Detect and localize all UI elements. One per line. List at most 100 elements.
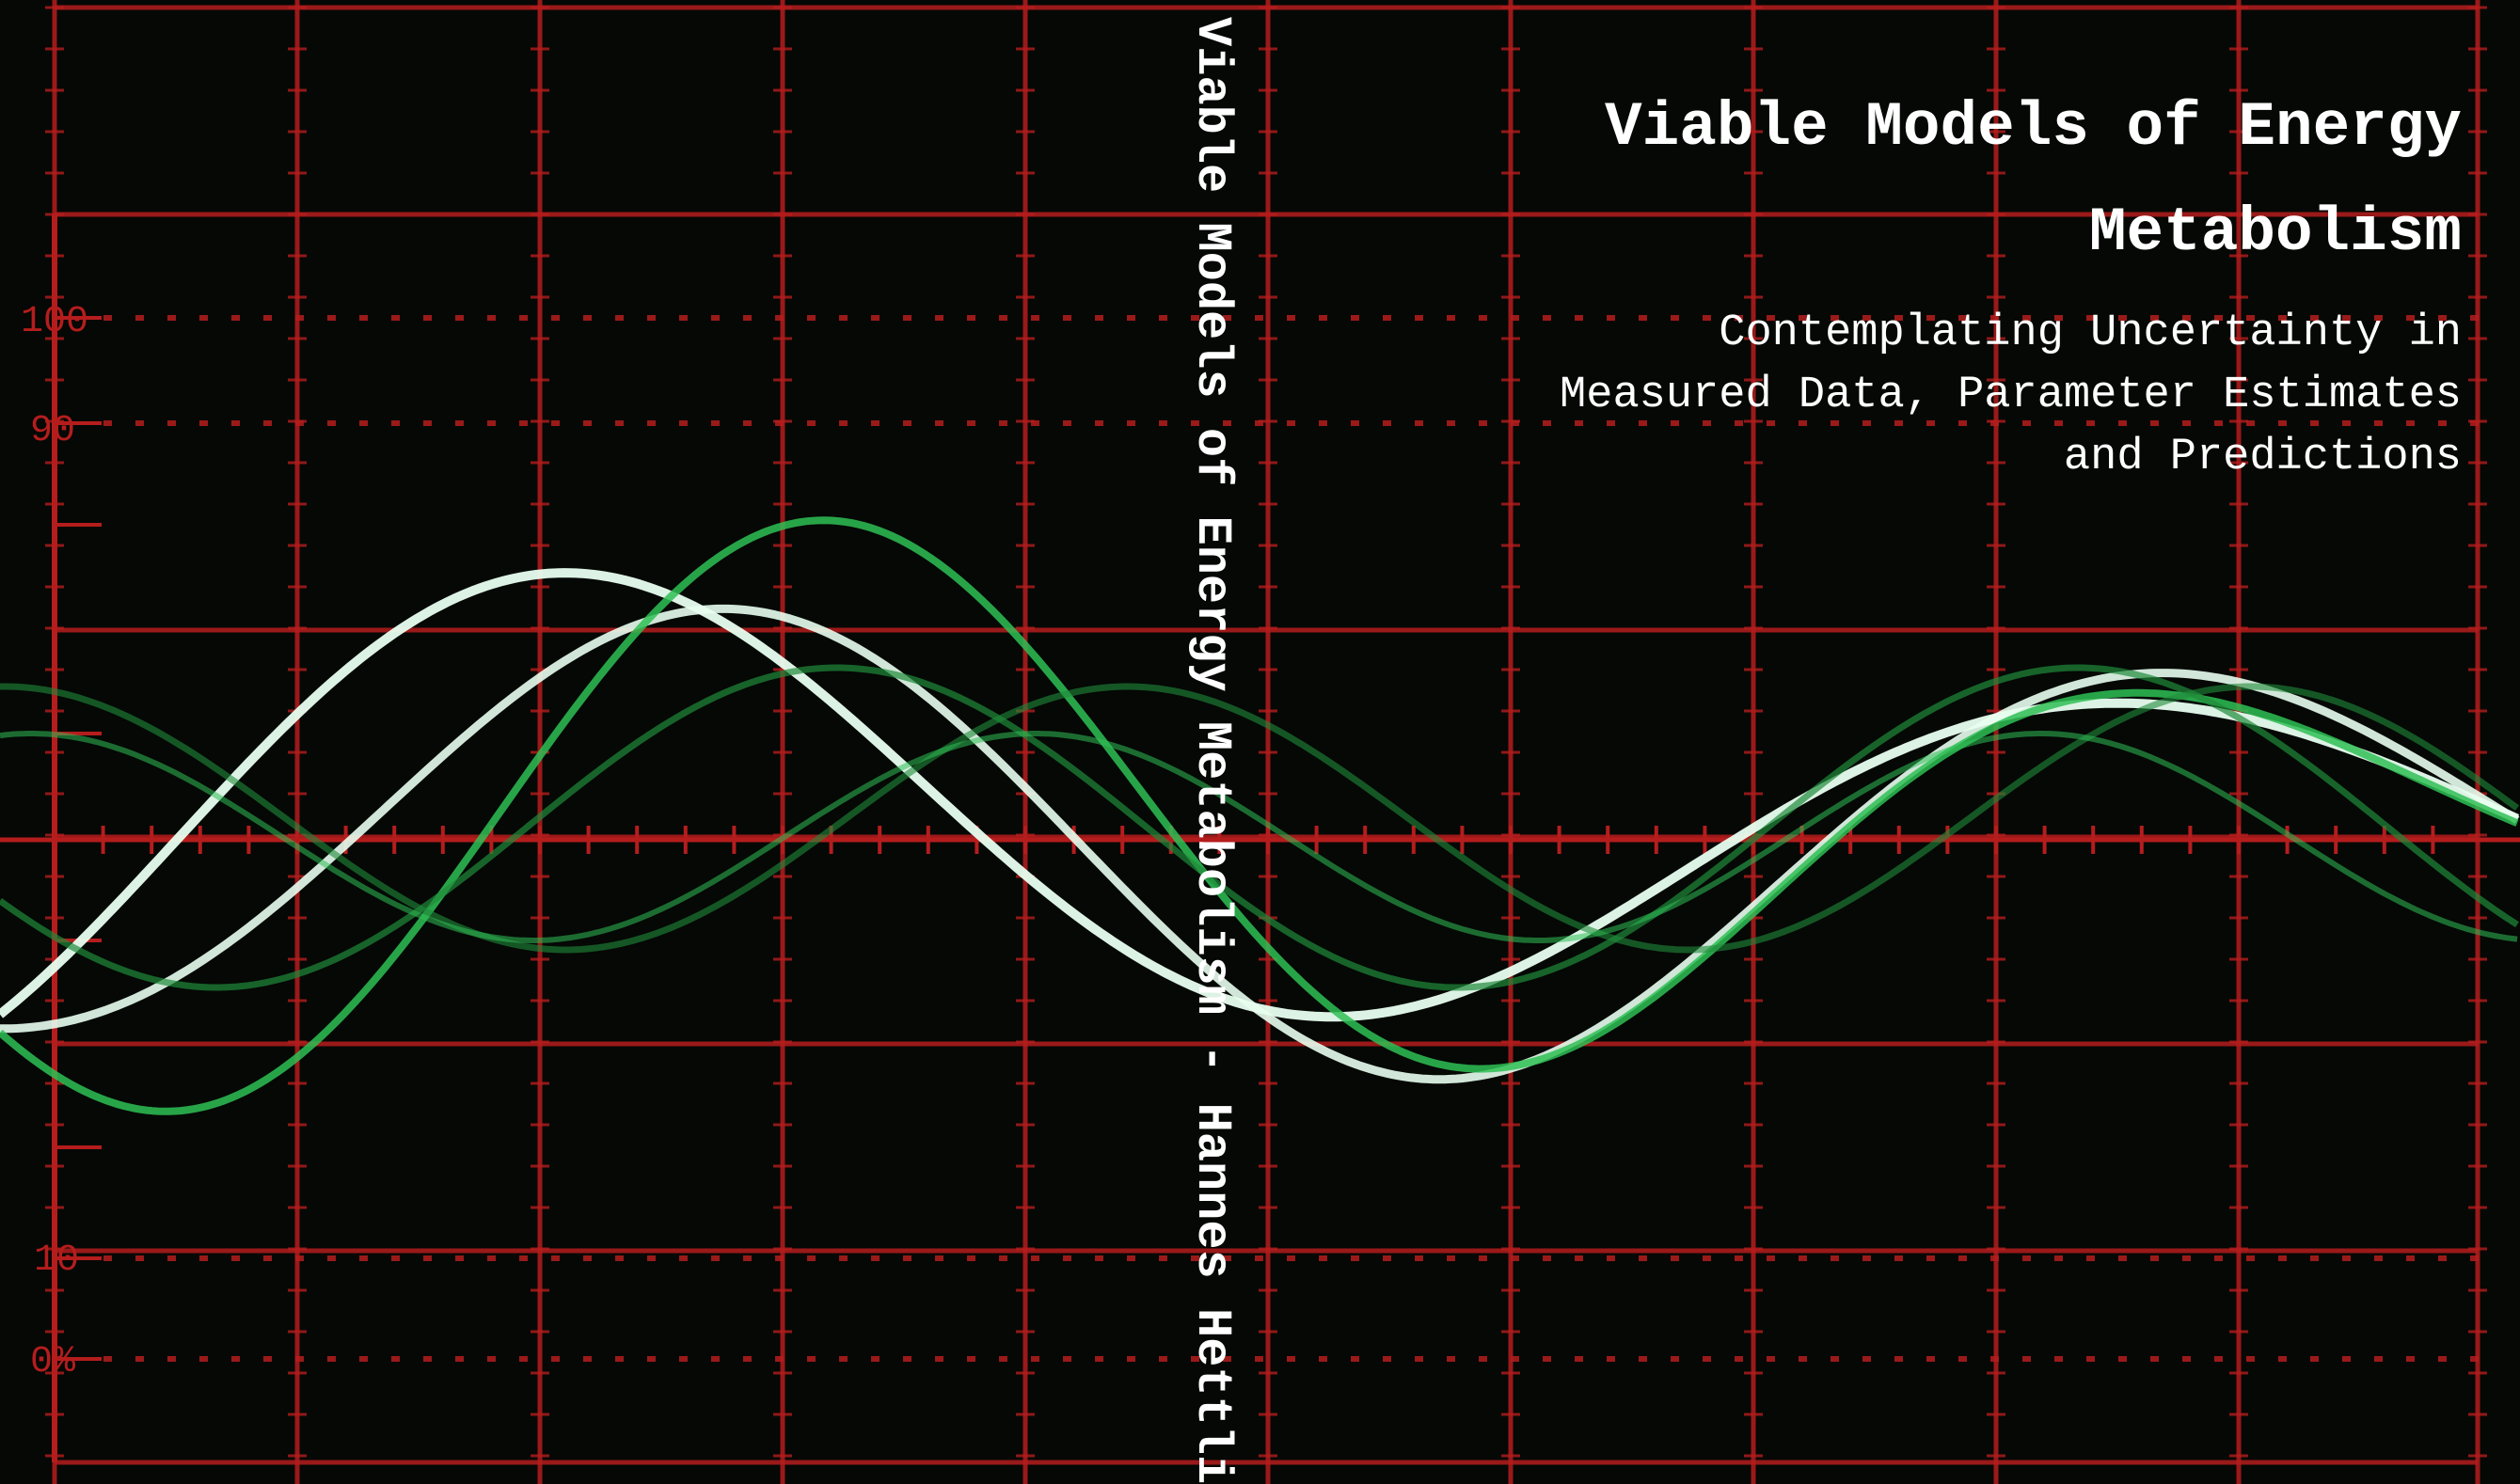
graticule-dot xyxy=(1479,420,1487,426)
graticule-dot xyxy=(2438,420,2447,426)
graticule-dot xyxy=(775,1356,784,1362)
graticule-dot xyxy=(359,1255,368,1261)
graticule-dot xyxy=(583,1356,592,1362)
graticule-dot xyxy=(263,1255,272,1261)
graticule-dot xyxy=(1671,315,1679,321)
graticule-dot xyxy=(1479,1356,1487,1362)
graticule-dot xyxy=(2342,1356,2351,1362)
graticule-dot xyxy=(1703,420,1711,426)
graticule-dot xyxy=(1926,420,1935,426)
graticule-dot xyxy=(839,1255,848,1261)
graticule-dot xyxy=(551,420,560,426)
graticule-dot xyxy=(775,315,784,321)
graticule-dot xyxy=(1543,420,1551,426)
graticule-dot xyxy=(2118,1255,2127,1261)
graticule-dot xyxy=(1063,315,1071,321)
graticule-dot xyxy=(1351,1356,1359,1362)
graticule-dot xyxy=(583,1255,592,1261)
graticule-dot xyxy=(2310,315,2319,321)
graticule-dot xyxy=(903,315,911,321)
graticule-dot xyxy=(1607,420,1615,426)
graticule-dot xyxy=(263,420,272,426)
graticule-dot xyxy=(423,1255,432,1261)
graticule-dot xyxy=(583,315,592,321)
graticule-dot xyxy=(711,1255,720,1261)
graticule-dot xyxy=(1159,1255,1167,1261)
graticule-dot xyxy=(1639,315,1647,321)
graticule-dot xyxy=(167,1356,176,1362)
graticule-dot xyxy=(647,1356,656,1362)
graticule-dot xyxy=(1479,1255,1487,1261)
graticule-dot xyxy=(2374,420,2383,426)
graticule-dot xyxy=(1383,1356,1391,1362)
graticule-dot xyxy=(135,1255,144,1261)
waveform-trace xyxy=(0,731,2518,943)
graticule-dot xyxy=(1383,315,1391,321)
graticule-dot xyxy=(1926,315,1935,321)
graticule-dot xyxy=(1575,315,1583,321)
graticule-dot xyxy=(1351,1255,1359,1261)
graticule-dot xyxy=(1831,420,1839,426)
graticule-dot xyxy=(2406,1255,2415,1261)
graticule-dot xyxy=(999,1356,1007,1362)
graticule-dot xyxy=(519,420,528,426)
graticule-dot xyxy=(1958,315,1967,321)
graticule-dot xyxy=(999,315,1007,321)
graticule-dot xyxy=(647,315,656,321)
graticule-dot xyxy=(935,1255,943,1261)
graticule-dot xyxy=(1159,315,1167,321)
graticule-dot xyxy=(2438,1356,2447,1362)
graticule-dot xyxy=(2470,1356,2479,1362)
graticule-dot xyxy=(455,420,464,426)
graticule-dot xyxy=(1607,1356,1615,1362)
graticule-dot xyxy=(1383,1255,1391,1261)
graticule-dot xyxy=(487,315,496,321)
graticule-dot xyxy=(1319,1255,1327,1261)
graticule-dot xyxy=(1351,420,1359,426)
graticule-dot xyxy=(2086,1356,2095,1362)
graticule-dot xyxy=(647,1255,656,1261)
graticule-dot xyxy=(2342,420,2351,426)
graticule-dot xyxy=(1894,315,1903,321)
graticule-dot xyxy=(679,315,688,321)
graticule-dot xyxy=(2182,1356,2191,1362)
graticule-dot xyxy=(199,315,208,321)
graticule-dot xyxy=(2054,315,2063,321)
graticule-dot xyxy=(2214,420,2223,426)
graticule-dot xyxy=(2086,315,2095,321)
graticule-dot xyxy=(807,315,816,321)
graticule-dot xyxy=(1127,315,1135,321)
graticule-dot xyxy=(967,315,975,321)
graticule-dot xyxy=(327,420,336,426)
graticule-dot xyxy=(391,1356,400,1362)
graticule-dot xyxy=(2342,315,2351,321)
graticule-dot xyxy=(199,1356,208,1362)
graticule-dot xyxy=(1095,315,1103,321)
graticule-dot xyxy=(2470,1255,2479,1261)
graticule-dot xyxy=(1575,1356,1583,1362)
graticule-dot xyxy=(2278,1255,2287,1261)
graticule-dot xyxy=(1862,1356,1871,1362)
graticule-dot xyxy=(167,315,176,321)
graticule-dot xyxy=(1607,1255,1615,1261)
graticule-dot xyxy=(1031,1356,1039,1362)
graticule-dot xyxy=(1990,420,1999,426)
graticule-dot xyxy=(871,1356,880,1362)
graticule-dot xyxy=(1287,1255,1295,1261)
graticule-dot xyxy=(1607,315,1615,321)
graticule-dot xyxy=(1799,1255,1807,1261)
graticule-dot xyxy=(935,420,943,426)
graticule-dot xyxy=(1831,315,1839,321)
graticule-dot xyxy=(487,420,496,426)
graticule-dot xyxy=(679,1356,688,1362)
scale-labels: 100 90 10 0% xyxy=(21,301,88,1383)
graticule-dot xyxy=(1447,1356,1455,1362)
graticule-dot xyxy=(1223,420,1231,426)
graticule-dot xyxy=(551,315,560,321)
graticule-dot xyxy=(2278,1356,2287,1362)
graticule-dot xyxy=(1415,420,1423,426)
graticule-dot xyxy=(2182,420,2191,426)
graticule-dot xyxy=(743,420,752,426)
graticule-dot xyxy=(999,1255,1007,1261)
